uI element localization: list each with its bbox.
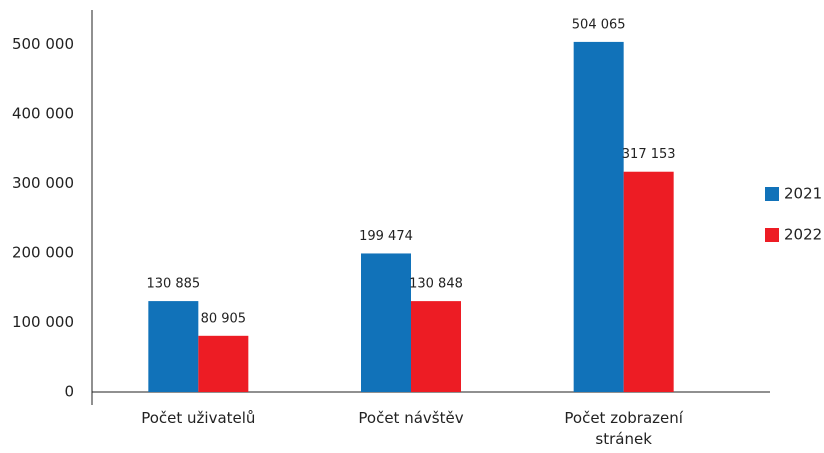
legend-label: 2022 [784, 226, 822, 244]
value-label: 130 848 [409, 277, 463, 292]
bar [361, 253, 411, 392]
bar [148, 301, 199, 392]
value-label: 317 153 [622, 147, 676, 162]
legend-swatch [765, 187, 779, 201]
bar [411, 301, 461, 392]
value-label: 199 474 [359, 229, 413, 244]
legend-label: 2021 [784, 185, 822, 203]
value-label: 80 905 [201, 311, 247, 326]
y-tick-label: 200 000 [12, 244, 74, 262]
value-label: 504 065 [572, 17, 626, 32]
y-tick-label: 0 [64, 383, 74, 401]
y-tick-label: 400 000 [12, 105, 74, 123]
y-tick-label: 500 000 [12, 35, 74, 53]
y-tick-label: 100 000 [12, 313, 74, 331]
bar [573, 41, 624, 393]
bar [198, 335, 249, 392]
value-label: 130 885 [146, 277, 200, 292]
legend-swatch [765, 228, 779, 242]
x-tick-label: Počet uživatelů [141, 409, 256, 427]
bar [623, 171, 674, 392]
x-tick-label: Počet zobrazení stránek [564, 409, 683, 448]
y-tick-label: 300 000 [12, 174, 74, 192]
x-tick-label: Počet návštěv [358, 409, 464, 427]
